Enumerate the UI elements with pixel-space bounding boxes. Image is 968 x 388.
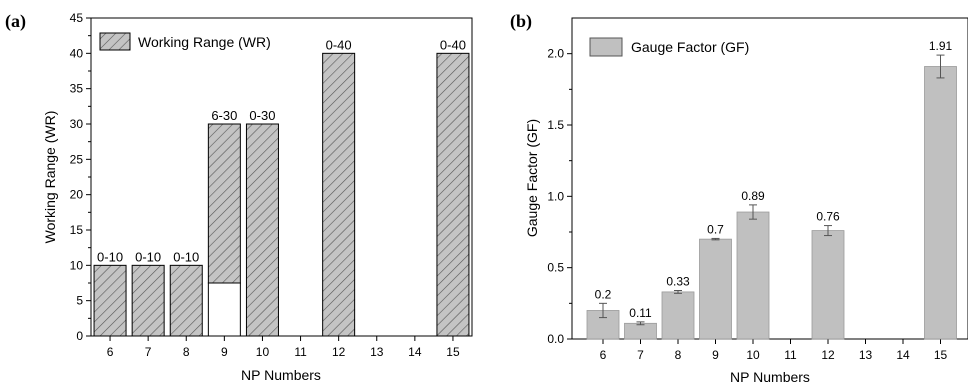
x-tick-label: 8 (183, 345, 190, 359)
bar-value-label: 6-30 (211, 108, 237, 123)
bar-value-label: 0-10 (135, 249, 161, 264)
bar-value-label: 0.33 (666, 274, 690, 288)
panel-b-legend-swatch (589, 37, 623, 57)
x-tick-label: 9 (712, 348, 719, 362)
panel-a-bar-labels: 0-10 0-10 0-10 6-30 0-30 0-40 0-40 (97, 37, 466, 264)
panel-b-x-axis: 6 7 8 9 10 11 12 13 14 15 (600, 339, 948, 362)
bar-value-label: 0-30 (249, 108, 275, 123)
panel-a-y-axis-title: Working Range (WR) (42, 111, 58, 244)
bar (245, 123, 279, 337)
bar (699, 238, 732, 340)
y-tick-label: 1.0 (547, 189, 564, 203)
bar (131, 264, 165, 337)
x-tick-label: 9 (221, 345, 228, 359)
bar-value-label: 0-40 (326, 37, 352, 52)
x-tick-label: 11 (784, 348, 797, 362)
y-tick-label: 45 (70, 11, 84, 25)
y-tick-label: 25 (70, 152, 84, 166)
y-tick-label: 20 (70, 188, 84, 202)
bar-value-label: 0-40 (440, 37, 466, 52)
x-tick-label: 10 (746, 348, 760, 362)
bar (736, 211, 770, 340)
panel-b-bars (586, 54, 957, 340)
x-tick-label: 10 (256, 345, 270, 359)
x-tick-label: 13 (370, 345, 384, 359)
panel-b-plot-frame (571, 17, 968, 340)
bar-value-label: 0.89 (741, 189, 765, 203)
x-tick-label: 13 (859, 348, 873, 362)
panel-a-x-axis: 6 7 8 9 10 11 12 13 14 15 (107, 336, 460, 359)
panel-a-y-axis: 0 5 10 15 20 25 30 35 40 45 (70, 11, 91, 343)
bar-value-label: 0.11 (629, 306, 652, 320)
x-tick-label: 6 (600, 348, 607, 362)
panel-b: (b) 0.0 0.5 1.0 1.5 2.0 6 7 8 9 10 11 12 13 14 15 0.2… (510, 11, 968, 385)
panel-a-legend: Working Range (WR) (99, 32, 271, 51)
bar (924, 66, 957, 340)
x-tick-label: 15 (446, 345, 460, 359)
panel-a-letter: (a) (5, 11, 26, 32)
y-tick-label: 40 (70, 46, 84, 60)
panel-b-legend: Gauge Factor (GF) (589, 37, 749, 57)
panel-b-y-axis-title: Gauge Factor (GF) (524, 119, 540, 237)
x-tick-label: 14 (408, 345, 422, 359)
bar-value-label: 0.76 (816, 210, 840, 224)
y-tick-label: 35 (70, 82, 84, 96)
bar-value-label: 0-10 (97, 249, 123, 264)
bar (322, 52, 356, 337)
bar (207, 123, 241, 284)
x-tick-label: 8 (675, 348, 682, 362)
y-tick-label: 0.0 (547, 332, 564, 346)
x-tick-label: 12 (821, 348, 835, 362)
panel-a-x-axis-title: NP Numbers (241, 367, 321, 383)
y-tick-label: 30 (70, 117, 84, 131)
x-tick-label: 7 (145, 345, 152, 359)
bar (811, 230, 845, 340)
panel-b-bar-labels: 0.2 0.11 0.33 0.7 0.89 0.76 1.91 (595, 39, 953, 320)
y-tick-label: 5 (76, 294, 83, 308)
bar-value-label: 0-10 (173, 249, 199, 264)
panel-a-legend-label: Working Range (WR) (138, 34, 271, 50)
panel-b-y-axis: 0.0 0.5 1.0 1.5 2.0 (547, 47, 572, 346)
bar (93, 264, 127, 337)
y-tick-label: 10 (70, 258, 84, 272)
bar (436, 52, 470, 337)
panel-b-letter: (b) (510, 11, 532, 32)
bar (624, 322, 657, 340)
panel-a-legend-swatch (99, 32, 131, 51)
panel-a-bars (93, 52, 470, 337)
x-tick-label: 11 (294, 345, 307, 359)
y-tick-label: 0.5 (547, 261, 564, 275)
panel-b-x-axis-title: NP Numbers (730, 369, 810, 385)
bar-value-label: 0.2 (595, 287, 612, 301)
x-tick-label: 12 (332, 345, 346, 359)
x-tick-label: 14 (896, 348, 910, 362)
y-tick-label: 15 (70, 223, 84, 237)
bar-value-label: 1.91 (929, 39, 953, 53)
bar-base-segment (207, 282, 241, 337)
y-tick-label: 0 (76, 329, 83, 343)
x-tick-label: 7 (637, 348, 644, 362)
x-tick-label: 6 (107, 345, 114, 359)
bar-value-label: 0.7 (707, 222, 724, 236)
panel-b-legend-label: Gauge Factor (GF) (631, 39, 749, 55)
x-tick-label: 15 (934, 348, 948, 362)
y-tick-label: 2.0 (547, 47, 564, 61)
bar (169, 264, 203, 337)
y-tick-label: 1.5 (547, 118, 564, 132)
bar (661, 291, 695, 340)
